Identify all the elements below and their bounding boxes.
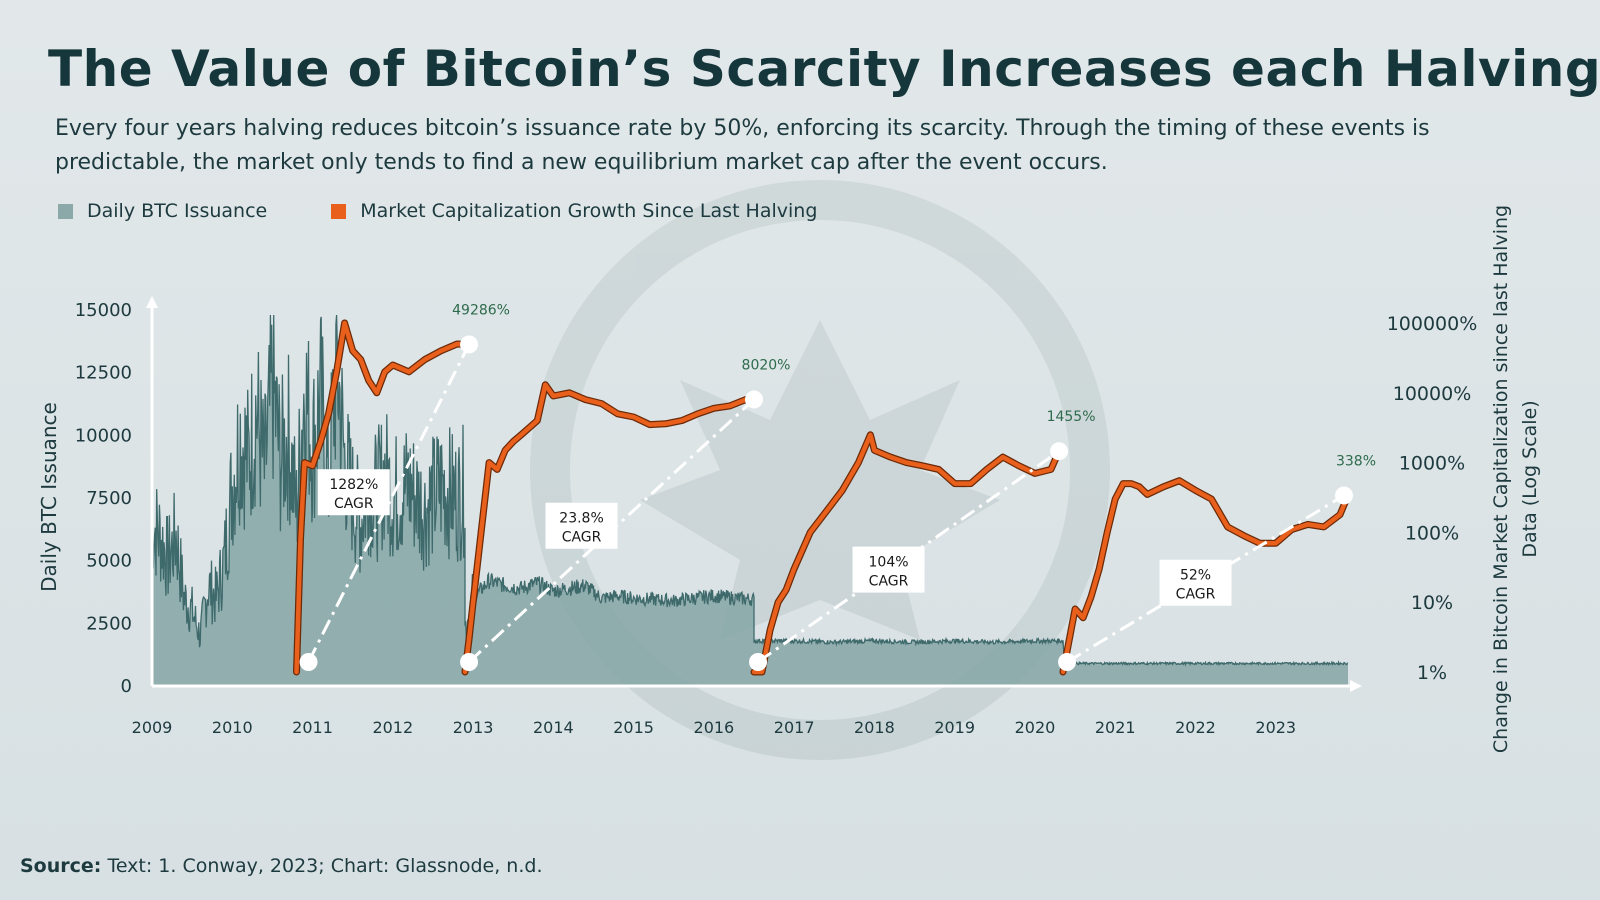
page-subtitle: Every four years halving reduces bitcoin… xyxy=(55,116,1430,175)
x-tick-label: 2015 xyxy=(613,718,654,737)
trendline-start-dot-2 xyxy=(460,653,479,671)
y-right-tick-label: 1000% xyxy=(1399,453,1465,475)
source-label: Source: xyxy=(20,855,102,877)
y-left-tick-label: 7500 xyxy=(86,488,132,509)
trendline-end-dot-1 xyxy=(460,335,479,354)
market-cap-line-1 xyxy=(294,320,472,675)
cagr-box-2 xyxy=(545,502,618,549)
trendline-end-dot-4 xyxy=(1334,486,1353,505)
trendline-end-dot-3 xyxy=(1050,442,1069,461)
trendline-end-label-1: 49286% xyxy=(452,302,510,318)
x-tick-label: 2012 xyxy=(372,718,413,737)
trendline-end-dot-2 xyxy=(745,390,764,409)
source-text: Text: 1. Conway, 2023; Chart: Glassnode,… xyxy=(107,855,543,877)
cagr-box-4 xyxy=(1159,559,1232,606)
cagr-box-1 xyxy=(317,469,390,516)
trendline-end-label-2: 8020% xyxy=(742,357,791,373)
trendline-start-dot-4 xyxy=(1058,653,1077,671)
x-tick-label: 2009 xyxy=(132,718,173,737)
cagr-value-1: 1282% xyxy=(329,477,378,493)
x-tick-label: 2019 xyxy=(934,718,975,737)
trendline-end-label-3: 1455% xyxy=(1047,409,1096,425)
x-tick-label: 2023 xyxy=(1255,718,1296,737)
source-note: Source: Text: 1. Conway, 2023; Chart: Gl… xyxy=(20,855,542,877)
x-tick-label: 2017 xyxy=(774,718,815,737)
y-left-tick-label: 2500 xyxy=(86,613,132,634)
halving-trendlines: 49286% 1282% CAGR 8020% 23.8% CAGR 1455% 104% CA… xyxy=(299,302,1376,671)
legend-item-market-cap: Market Capitalization Growth Since Last … xyxy=(331,200,817,222)
y-right-tick-label: 100% xyxy=(1405,522,1459,544)
market-cap-line-4 xyxy=(1060,478,1351,675)
issuance-area xyxy=(152,315,1348,686)
legend-item-issuance: Daily BTC Issuance xyxy=(58,200,267,222)
y-right-axis-title-line2: Data (Log Scale) xyxy=(1519,400,1541,557)
x-axis-arrow xyxy=(1350,680,1362,692)
x-tick-label: 2018 xyxy=(854,718,895,737)
issuance-series xyxy=(151,314,1349,686)
y-left-axis-title: Daily BTC Issuance xyxy=(37,402,61,592)
cagr-label-1: CAGR xyxy=(334,496,374,512)
watermark-ring xyxy=(530,180,1110,760)
cagr-value-3: 104% xyxy=(869,555,909,571)
y-left-tick-label: 12500 xyxy=(75,363,132,384)
y-left-tick-label: 15000 xyxy=(75,300,132,321)
x-tick-label: 2014 xyxy=(533,718,574,737)
cagr-value-2: 23.8% xyxy=(559,511,603,527)
y-right-tick-label: 10% xyxy=(1411,592,1453,614)
x-tick-label: 2016 xyxy=(694,718,735,737)
cagr-label-4: CAGR xyxy=(1176,587,1216,603)
legend-swatch-issuance xyxy=(58,203,73,219)
cagr-value-4: 52% xyxy=(1180,568,1211,584)
cagr-box-3 xyxy=(852,546,925,593)
issuance-line xyxy=(151,314,1349,667)
chart-legend: Daily BTC Issuance Market Capitalization… xyxy=(58,200,875,224)
y-left-tick-label: 5000 xyxy=(86,551,132,572)
market-cap-series xyxy=(293,319,1352,676)
y-right-tick-label: 10000% xyxy=(1393,383,1472,405)
y-left-tick-label: 0 xyxy=(121,676,132,697)
cagr-label-2: CAGR xyxy=(562,530,602,546)
axis-labels: 2009 2010 2011 2012 2013 2014 2015 2016 2017 2018… xyxy=(37,205,1541,753)
page-title: The Value of Bitcoin’s Scarcity Increase… xyxy=(48,40,1600,98)
market-cap-line-2 xyxy=(462,382,749,675)
axes xyxy=(146,296,1362,692)
legend-label-market-cap: Market Capitalization Growth Since Last … xyxy=(360,200,818,222)
y-left-tick-label: 10000 xyxy=(75,425,132,446)
trendline-end-label-4: 338% xyxy=(1336,453,1376,469)
x-tick-label: 2022 xyxy=(1175,718,1216,737)
legend-swatch-market-cap xyxy=(331,203,347,219)
market-cap-line-3 xyxy=(751,432,1062,675)
x-tick-label: 2021 xyxy=(1095,718,1136,737)
trendline-start-dot-3 xyxy=(749,653,768,671)
x-tick-label: 2013 xyxy=(453,718,494,737)
watermark-leaf xyxy=(640,320,1000,640)
x-tick-label: 2010 xyxy=(212,718,253,737)
y-right-tick-label: 1% xyxy=(1417,662,1447,684)
x-tick-label: 2020 xyxy=(1015,718,1056,737)
x-tick-label: 2011 xyxy=(292,718,333,737)
y-right-axis-title-line1: Change in Bitcoin Market Capitalization … xyxy=(1490,205,1512,753)
trendline-start-dot-1 xyxy=(299,653,318,671)
y-axis-arrow xyxy=(146,296,158,308)
legend-label-issuance: Daily BTC Issuance xyxy=(87,200,268,222)
cagr-label-3: CAGR xyxy=(869,574,909,590)
y-right-tick-label: 100000% xyxy=(1387,313,1478,335)
watermark-logo xyxy=(530,180,1110,760)
